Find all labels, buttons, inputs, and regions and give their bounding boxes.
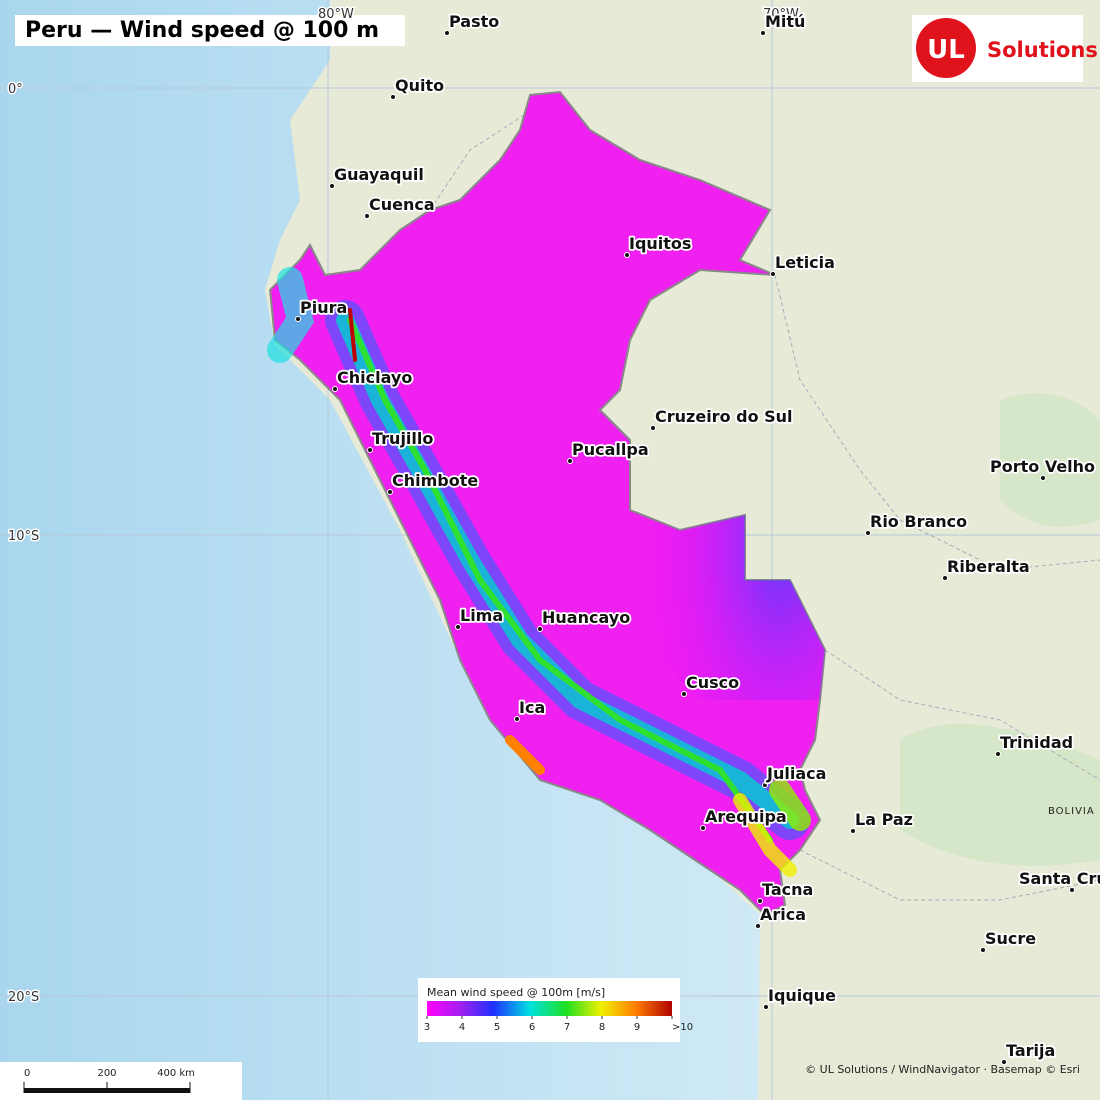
city-label: Huancayo — [542, 608, 630, 627]
city-label: Arica — [760, 905, 806, 924]
city-dot — [770, 271, 776, 277]
vegetation — [900, 393, 1100, 866]
city-label: Chimbote — [392, 471, 478, 490]
city-label: La Paz — [855, 810, 913, 829]
city-dot — [865, 530, 871, 536]
city-label: Piura — [300, 298, 347, 317]
city-label: Cuenca — [369, 195, 435, 214]
city-dot — [763, 1004, 769, 1010]
title-box — [15, 15, 405, 46]
logo-mark: UL — [927, 35, 965, 65]
city-label: Trujillo — [372, 429, 433, 448]
peru-wind-field — [268, 90, 827, 917]
city-label: Juliaca — [766, 764, 826, 783]
city-dot — [367, 447, 373, 453]
city-label: Santa Cruz — [1019, 869, 1100, 888]
city-dot — [1069, 887, 1075, 893]
city-label: Pucallpa — [572, 440, 649, 459]
city-label: Arequipa — [705, 807, 787, 826]
city-label: Leticia — [775, 253, 835, 272]
city-label: Guayaquil — [334, 165, 424, 184]
legend-tick-label: 9 — [634, 1022, 640, 1033]
city-dot — [332, 386, 338, 392]
ocean — [0, 0, 760, 1100]
city-dot — [681, 691, 687, 697]
title: Peru — Wind speed @ 100 m — [25, 18, 379, 43]
city-label: Mitú — [765, 12, 805, 31]
city-dot — [387, 489, 393, 495]
legend-tick-label: 8 — [599, 1022, 605, 1033]
city-dot — [390, 94, 396, 100]
city-label: Cusco — [686, 673, 739, 692]
city-dot — [700, 825, 706, 831]
legend-title: Mean wind speed @ 100m [m/s] — [427, 986, 605, 999]
city-label: Quito — [395, 76, 444, 95]
city-dot — [1040, 475, 1046, 481]
scale-label: 200 — [97, 1068, 116, 1079]
latitude-label: 10°S — [8, 529, 39, 544]
city-dot — [755, 923, 761, 929]
scale-label: 0 — [24, 1068, 30, 1079]
city-label: Porto Velho — [990, 457, 1095, 476]
city-dot — [537, 626, 543, 632]
city-label: Trinidad — [1000, 733, 1073, 752]
city-dot — [995, 751, 1001, 757]
city-dot — [980, 947, 986, 953]
legend-tick-label: 3 — [424, 1022, 430, 1033]
city-label: Rio Branco — [870, 512, 967, 531]
city-dot — [567, 458, 573, 464]
legend-tick-label: 5 — [494, 1022, 500, 1033]
city-label: Chiclayo — [337, 368, 412, 387]
city-dot — [455, 624, 461, 630]
andes-wind — [267, 267, 811, 877]
legend-tick-label: 7 — [564, 1022, 570, 1033]
latitude-label: 0° — [8, 82, 23, 97]
legend-tick-label: 4 — [459, 1022, 465, 1033]
city-dot — [444, 30, 450, 36]
city-label: Tarija — [1006, 1041, 1055, 1060]
city-dot — [329, 183, 335, 189]
legend-tick-label: >10 — [672, 1022, 693, 1033]
longitude-label: 80°W — [318, 7, 354, 22]
city-label: Sucre — [985, 929, 1036, 948]
city-dot — [295, 316, 301, 322]
color-bar — [427, 1001, 672, 1016]
city-label: Ica — [519, 698, 545, 717]
borders — [429, 91, 1100, 901]
scale-label: 400 km — [157, 1068, 195, 1079]
city-label: Lima — [460, 606, 503, 625]
city-dot — [624, 252, 630, 258]
latitude-label: 20°S — [8, 990, 39, 1005]
city-dot — [760, 30, 766, 36]
city-label: Cruzeiro do Sul — [655, 407, 793, 426]
attribution: © UL Solutions / WindNavigator · Basemap… — [805, 1063, 1080, 1076]
city-label: Iquique — [768, 986, 836, 1005]
city-dot — [850, 828, 856, 834]
region-label: BOLIVIA — [1048, 806, 1095, 817]
city-label: Riberalta — [947, 557, 1030, 576]
city-label: Iquitos — [629, 234, 691, 253]
city-dot — [650, 425, 656, 431]
city-label: Pasto — [449, 12, 499, 31]
legend-tick-label: 6 — [529, 1022, 535, 1033]
longitude-label: 70°W — [763, 7, 799, 22]
city-dot — [364, 213, 370, 219]
low-wind-area — [530, 92, 825, 700]
scale-box — [0, 1062, 242, 1100]
city-dot — [942, 575, 948, 581]
city-dot — [762, 782, 768, 788]
city-label: Tacna — [762, 880, 813, 899]
city-dot — [757, 898, 763, 904]
city-dot — [514, 716, 520, 722]
logo-circle — [916, 18, 976, 78]
city-dot — [1001, 1059, 1007, 1065]
logo-text: Solutions — [987, 38, 1098, 62]
